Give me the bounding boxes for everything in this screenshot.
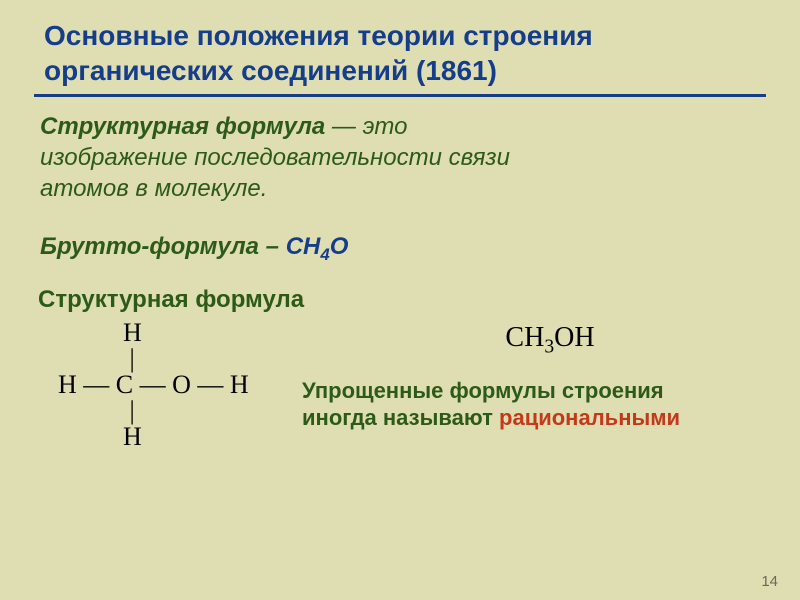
lower-row: H | H — C — O — H | H CH3OH Упрощенные ф… <box>34 320 766 450</box>
structural-formula-label: Структурная формула <box>34 286 766 314</box>
caption-line-1: Упрощенные формулы строения <box>302 377 766 405</box>
definition-term: Структурная формула <box>40 113 325 140</box>
definition-block: Структурная формула — это изображение по… <box>34 111 766 205</box>
slide: Основные положения теории строения орган… <box>0 0 800 600</box>
definition-line-1: Структурная формула — это <box>40 111 766 142</box>
brutto-label: Брутто-формула – <box>40 233 286 260</box>
title-line-2: органических соединений (1861) <box>44 53 766 88</box>
caption-line-2: иногда называют рациональными <box>302 404 766 432</box>
page-number: 14 <box>761 573 778 590</box>
title-line-1: Основные положения теории строения <box>44 18 766 53</box>
brutto-line: Брутто-формула – CH4O <box>34 233 766 265</box>
caption-emphasis: рациональными <box>499 405 680 430</box>
caption: Упрощенные формулы строения иногда назыв… <box>302 377 766 432</box>
rational-formula: CH3OH <box>334 322 766 359</box>
title-underline <box>34 94 766 97</box>
definition-dash: — это <box>325 113 407 140</box>
brutto-formula: CH4O <box>286 233 349 260</box>
right-column: CH3OH Упрощенные формулы строения иногда… <box>294 320 766 432</box>
definition-line-3: атомов в молекуле. <box>40 173 766 204</box>
structural-formula-diagram: H | H — C — O — H | H <box>34 320 294 450</box>
definition-line-2: изображение последовательности связи <box>40 142 766 173</box>
slide-title: Основные положения теории строения орган… <box>34 18 766 88</box>
